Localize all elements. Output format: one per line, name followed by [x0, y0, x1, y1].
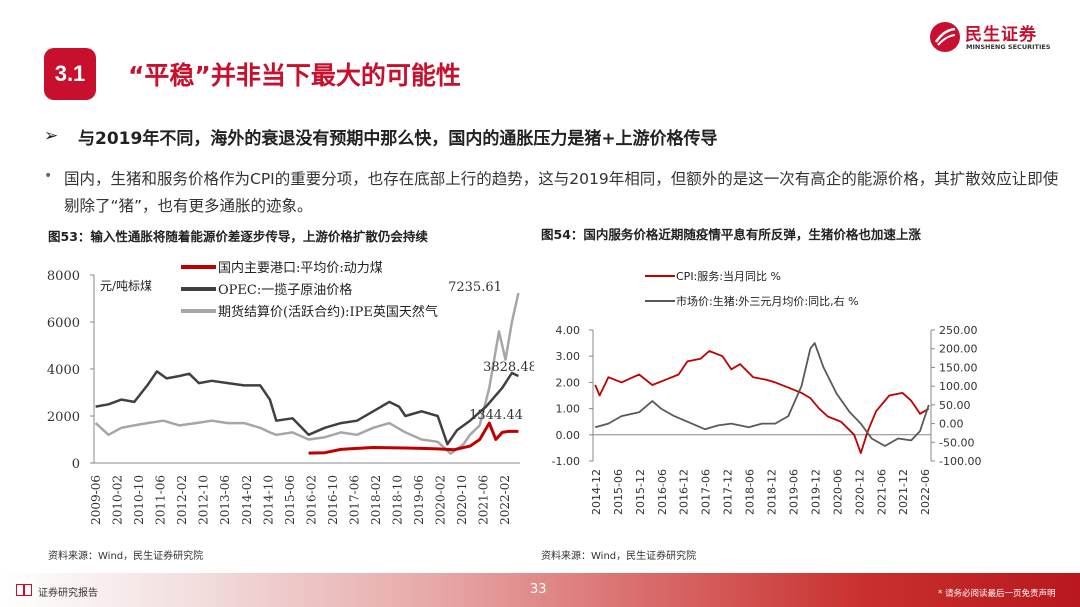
- page-number: 33: [530, 582, 547, 597]
- x-tick-label: 2019-06: [787, 469, 800, 515]
- y-left-tick-label: -1.00: [552, 455, 580, 468]
- brand-name-en: MINSHENG SECURITIES: [966, 43, 1051, 51]
- series-line: [594, 342, 930, 447]
- series-line: [94, 292, 520, 455]
- footer-label: 证券研究报告: [38, 588, 98, 599]
- legend-label: CPI:服务:当月同比 %: [676, 269, 781, 283]
- x-tick-label: 2019-06: [412, 475, 426, 525]
- x-tick-label: 2014-02: [240, 475, 254, 525]
- x-tick-label: 2018-06: [744, 469, 757, 515]
- y-right-tick-label: 50.00: [939, 399, 971, 412]
- y-right-tick-label: 200.00: [939, 343, 978, 356]
- y-right-tick-label: 0.00: [939, 418, 964, 431]
- x-tick-label: 2018-12: [766, 469, 779, 515]
- y-right-tick-label: 250.00: [939, 324, 978, 337]
- x-tick-label: 2017-06: [347, 475, 361, 525]
- section-number-badge: 3.1: [44, 48, 96, 100]
- brand-logo: 民生证券 MINSHENG SECURITIES: [930, 18, 1060, 58]
- y-left-tick-label: 1.00: [556, 403, 581, 416]
- x-tick-label: 2013-06: [218, 475, 232, 525]
- y-right-tick-label: 150.00: [939, 361, 978, 374]
- figure54-source: 资料来源：Wind，民生证券研究院: [541, 551, 697, 562]
- bullet-arrow-icon: ➢: [44, 126, 59, 146]
- x-tick-label: 2012-02: [175, 475, 189, 525]
- x-tick-label: 2016-12: [678, 469, 691, 515]
- x-tick-label: 2015-12: [634, 469, 647, 515]
- y-tick-label: 4000: [47, 363, 80, 378]
- x-tick-label: 2016-10: [326, 475, 340, 525]
- x-tick-label: 2017-12: [722, 469, 735, 515]
- annotation-coal-value: 1344.44: [469, 408, 523, 423]
- legend-label: OPEC:一揽子原油价格: [218, 282, 352, 298]
- y-tick-label: 2000: [47, 410, 80, 425]
- y-left-tick-label: 3.00: [556, 350, 581, 363]
- footer-bar: [0, 573, 1080, 607]
- x-tick-label: 2021-06: [476, 475, 490, 525]
- brand-name-cn: 民生证券: [965, 25, 1037, 45]
- figure53-source: 资料来源：Wind，民生证券研究院: [48, 551, 204, 562]
- legend-label: 期货结算价(活跃合约):IPE英国天然气: [218, 304, 438, 320]
- x-tick-label: 2022-06: [919, 469, 932, 515]
- x-tick-label: 2014-12: [590, 469, 603, 515]
- x-tick-label: 2020-06: [831, 469, 844, 515]
- x-tick-label: 2020-02: [433, 475, 447, 525]
- x-tick-label: 2020-12: [853, 469, 866, 515]
- y-tick-label: 8000: [47, 269, 80, 284]
- x-tick-label: 2018-02: [369, 475, 383, 525]
- bullet-dot-icon: •: [44, 168, 53, 184]
- x-tick-label: 2016-06: [656, 469, 669, 515]
- figure53-chart: 8000 6000 4000 2000 0 2009-06 2010-02 2010-10 2…: [47, 260, 534, 525]
- logo-mark-icon: [930, 22, 960, 52]
- x-tick-label: 2022-02: [498, 475, 512, 525]
- x-tick-label: 2021-12: [897, 469, 910, 515]
- series-line: [594, 350, 930, 455]
- x-tick-label: 2016-02: [304, 475, 318, 525]
- x-tick-label: 2021-06: [875, 469, 888, 515]
- annotation-gas-value: 7235.61: [448, 280, 502, 295]
- y-tick-label: 0: [72, 457, 80, 472]
- subheading: 与2019年不同，海外的衰退没有预期中那么快，国内的通胀压力是猪+上游价格传导: [78, 129, 718, 149]
- figure54-chart: 4.00 3.00 2.00 1.00 0.00 -1.00 250.00 200.00 15…: [552, 269, 982, 515]
- x-tick-label: 2014-10: [261, 475, 275, 525]
- figure54-caption: 图54：国内服务价格近期随疫情平息有所反弹，生猪价格也加速上涨: [541, 227, 921, 242]
- x-tick-label: 2012-10: [197, 475, 211, 525]
- y-left-tick-label: 0.00: [556, 429, 581, 442]
- x-tick-label: 2009-06: [89, 475, 103, 525]
- x-tick-label: 2010-02: [111, 475, 125, 525]
- legend-label: 市场价:生猪:外三元月均价:同比,右 %: [676, 294, 859, 308]
- series-line: [95, 370, 519, 446]
- page-title: “平稳”并非当下最大的可能性: [128, 61, 461, 90]
- x-tick-label: 2011-06: [154, 475, 168, 525]
- y-left-tick-label: 2.00: [556, 376, 581, 389]
- x-tick-label: 2020-10: [455, 475, 469, 525]
- legend-label: 国内主要港口:平均价:动力煤: [218, 260, 383, 276]
- x-tick-label: 2018-10: [390, 475, 404, 525]
- report-book-icon: [16, 584, 32, 596]
- y-right-tick-label: -100.00: [939, 455, 981, 468]
- x-tick-label: 2010-10: [132, 475, 146, 525]
- x-tick-label: 2017-06: [700, 469, 713, 515]
- x-tick-label: 2015-06: [612, 469, 625, 515]
- body-paragraph: 国内，生猪和服务价格作为CPI的重要分项，也存在底部上行的趋势，这与2019年相…: [64, 170, 1059, 215]
- series-line: [308, 421, 519, 455]
- disclaimer: * 请务必阅读最后一页免责声明: [938, 589, 1056, 599]
- y-left-tick-label: 4.00: [556, 324, 581, 337]
- y-right-tick-label: -50.00: [939, 436, 974, 449]
- annotation-oil-value: 3828.48: [483, 360, 534, 375]
- unit-label: 元/吨标煤: [100, 279, 152, 293]
- x-tick-label: 2015-06: [283, 475, 297, 525]
- y-right-tick-label: 100.00: [939, 380, 978, 393]
- figure53-caption: 图53：输入性通胀将随着能源价差逐步传导，上游价格扩散仍会持续: [48, 229, 428, 244]
- x-tick-label: 2019-12: [809, 469, 822, 515]
- y-tick-label: 6000: [47, 316, 80, 331]
